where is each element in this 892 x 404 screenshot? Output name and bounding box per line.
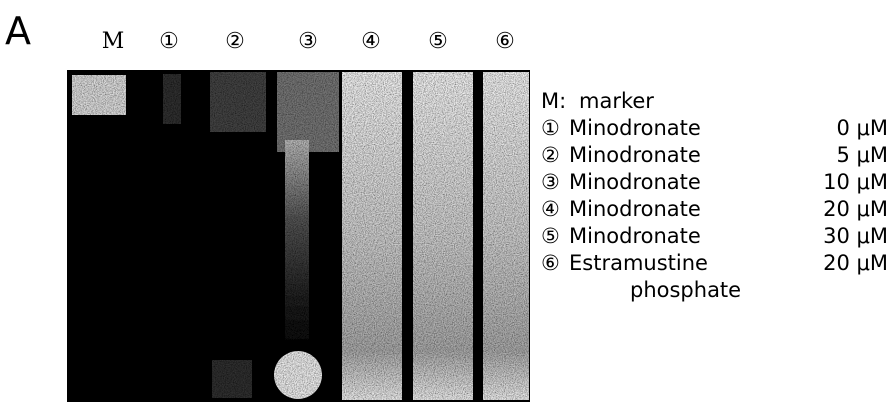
lane-label: M [102, 29, 125, 54]
legend-name: Minodronate [569, 197, 701, 221]
legend-dose: 0 μM [836, 116, 888, 140]
lane-label: ⑥ [495, 29, 515, 54]
legend-name: Minodronate [569, 224, 701, 248]
legend-key: ① [541, 116, 560, 140]
legend-key: ⑤ [541, 224, 560, 248]
legend-dose: 20 μM [823, 197, 888, 221]
legend-dose: 5 μM [836, 143, 888, 167]
legend-dose: 10 μM [823, 170, 888, 194]
legend-key: ⑥ [541, 251, 560, 275]
lane-label: ④ [361, 29, 381, 54]
legend-key: ④ [541, 197, 560, 221]
lane-label: ① [159, 29, 179, 54]
legend-name: Estramustine [569, 251, 708, 275]
figure-panel: A M ① ② ③ ④ ⑤ ⑥ M: marker ① Minodronate 0 μM ② Minod… [0, 0, 892, 404]
gel-image [67, 70, 530, 402]
legend-name: marker [579, 89, 654, 113]
legend-name: Minodronate [569, 170, 701, 194]
legend-dose: 20 μM [823, 251, 888, 275]
legend-key: ② [541, 143, 560, 167]
legend-key: M: [541, 89, 566, 113]
figure: A M ① ② ③ ④ ⑤ ⑥ M: marker ① Minodronate 0 μM ② Minod… [0, 0, 892, 404]
lane-label: ③ [298, 29, 318, 54]
legend-name: Minodronate [569, 116, 701, 140]
legend-key: ③ [541, 170, 560, 194]
legend-continuation: phosphate [630, 278, 741, 302]
panel-label: A [5, 9, 31, 53]
legend-name: Minodronate [569, 143, 701, 167]
lane-label: ⑤ [428, 29, 448, 54]
lane-label: ② [225, 29, 245, 54]
legend-dose: 30 μM [823, 224, 888, 248]
